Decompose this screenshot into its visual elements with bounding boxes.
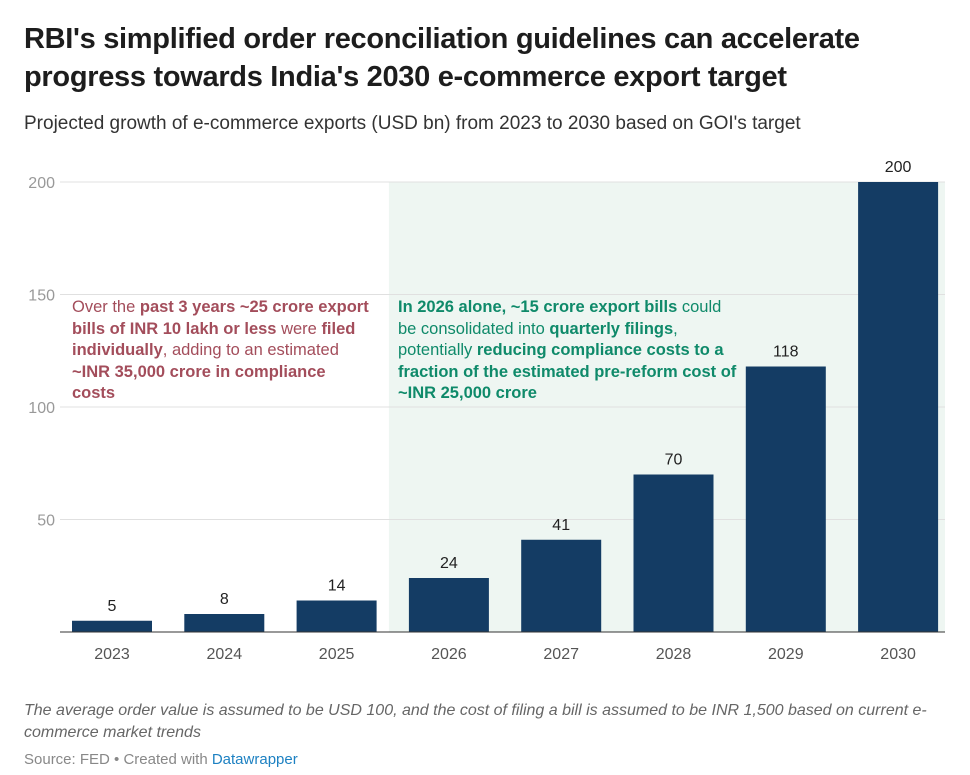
bar-2025 — [296, 600, 377, 632]
bar-2024 — [184, 614, 265, 632]
bar-chart: 50 100 150 200 5 2023 8 2024 14 2025 24 2026 41 2027 7… — [28, 159, 945, 663]
bar-2026 — [408, 578, 489, 632]
annotation-past: Over the past 3 years ~25 crore export b… — [72, 297, 372, 405]
x-tick-label: 2027 — [543, 646, 579, 663]
data-label-2027: 41 — [552, 517, 570, 534]
source-text: Source: FED — [24, 751, 110, 768]
annotation-segment: In 2026 alone, ~15 crore export bills — [398, 298, 678, 316]
created-with-text: • Created with — [109, 751, 212, 768]
data-label-2029: 118 — [773, 344, 799, 361]
annotation-segment: ~INR 35,000 crore in compliance costs — [72, 362, 326, 403]
bar-2030 — [858, 182, 939, 632]
x-tick-label: 2025 — [319, 646, 355, 663]
x-tick-label: 2023 — [94, 646, 130, 663]
source-line: Source: FED • Created with Datawrapper — [24, 751, 298, 768]
bar-2023 — [72, 620, 152, 632]
data-label-2024: 8 — [220, 591, 229, 608]
annotation-segment: quarterly filings — [549, 319, 674, 338]
bar-2027 — [521, 539, 602, 632]
bar-2029 — [745, 366, 826, 632]
annotation-segment: could be consolidated into — [398, 298, 722, 338]
annotation-segment: filed individually — [72, 319, 356, 360]
data-label-2025: 14 — [328, 578, 346, 595]
chart-subtitle: Projected growth of e-commerce exports (… — [24, 113, 801, 134]
annotation-2026: In 2026 alone, ~15 crore export bills co… — [398, 297, 738, 405]
bar-2028 — [633, 474, 714, 632]
annotation-segment: , adding to an estimated — [162, 341, 339, 359]
chart-title: RBI's simplified order reconciliation gu… — [24, 23, 860, 93]
x-tick-label: 2029 — [768, 646, 804, 663]
data-label-2030: 200 — [885, 159, 912, 176]
data-label-2026: 24 — [440, 555, 458, 572]
chart-notes: The average order value is assumed to be… — [24, 702, 927, 741]
annotation-segment: , potentially — [398, 319, 678, 360]
annotation-segment: Over the — [72, 298, 140, 316]
y-tick-label: 50 — [37, 513, 55, 530]
x-tick-label: 2030 — [880, 646, 916, 663]
x-tick-label: 2026 — [431, 646, 467, 663]
x-tick-label: 2024 — [207, 646, 243, 663]
y-tick-label: 100 — [28, 400, 55, 417]
annotation-segment: were — [276, 319, 322, 338]
datawrapper-link[interactable]: Datawrapper — [211, 751, 298, 768]
annotation-segment: reducing compliance costs to a fraction … — [398, 341, 737, 402]
data-label-2023: 5 — [108, 598, 117, 615]
annotation-segment: past 3 years ~25 crore export bills of I… — [72, 298, 369, 338]
x-tick-label: 2028 — [656, 646, 692, 663]
y-tick-label: 200 — [28, 175, 55, 192]
data-label-2028: 70 — [665, 452, 683, 469]
y-tick-label: 150 — [28, 288, 55, 305]
